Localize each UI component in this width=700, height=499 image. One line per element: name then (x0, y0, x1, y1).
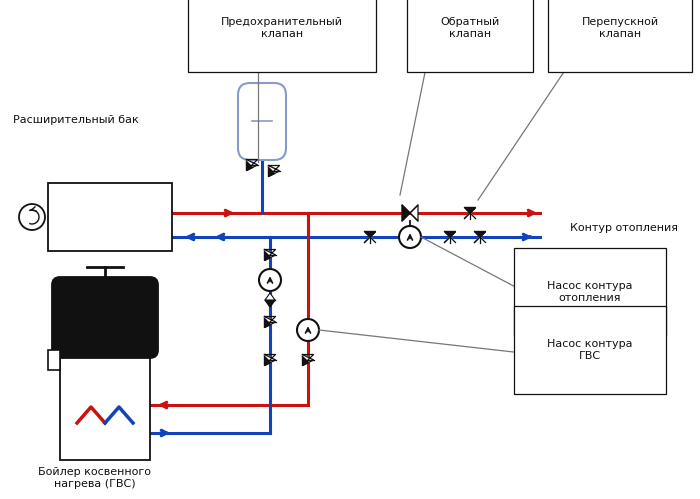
Circle shape (399, 226, 421, 248)
Polygon shape (475, 232, 486, 237)
Polygon shape (465, 208, 475, 213)
Polygon shape (265, 354, 276, 365)
Polygon shape (269, 166, 279, 177)
Polygon shape (269, 166, 279, 177)
Text: Предохранительный
клапан: Предохранительный клапан (221, 17, 343, 39)
Polygon shape (302, 354, 314, 365)
Polygon shape (246, 160, 258, 171)
Circle shape (297, 319, 319, 341)
Polygon shape (265, 316, 276, 327)
Polygon shape (410, 205, 418, 221)
Polygon shape (265, 300, 275, 307)
Text: Обратный
клапан: Обратный клапан (440, 17, 500, 39)
Text: Насос контура
отопления: Насос контура отопления (547, 281, 633, 303)
Polygon shape (265, 250, 276, 260)
Circle shape (19, 204, 45, 230)
Text: Бойлер косвенного
нагрева (ГВС): Бойлер косвенного нагрева (ГВС) (38, 467, 151, 489)
Text: Насос контура
ГВС: Насос контура ГВС (547, 339, 633, 361)
Polygon shape (444, 232, 456, 237)
Polygon shape (402, 205, 410, 221)
Polygon shape (246, 160, 258, 171)
Bar (48, 350, 60, 370)
Bar (48, 183, 172, 251)
Polygon shape (265, 316, 276, 327)
Polygon shape (475, 237, 486, 243)
Polygon shape (302, 354, 314, 365)
Text: Расширительный бак: Расширительный бак (13, 115, 139, 125)
Polygon shape (265, 250, 276, 260)
Polygon shape (444, 237, 456, 243)
Polygon shape (265, 293, 275, 300)
Polygon shape (365, 232, 375, 237)
Polygon shape (265, 354, 276, 365)
Text: Перепускной
клапан: Перепускной клапан (582, 17, 659, 39)
Text: Контур отопления: Контур отопления (570, 223, 678, 233)
Polygon shape (465, 213, 475, 219)
FancyBboxPatch shape (238, 83, 286, 160)
FancyBboxPatch shape (52, 277, 158, 358)
Polygon shape (365, 237, 375, 243)
Circle shape (259, 269, 281, 291)
Bar (60, 350, 150, 460)
